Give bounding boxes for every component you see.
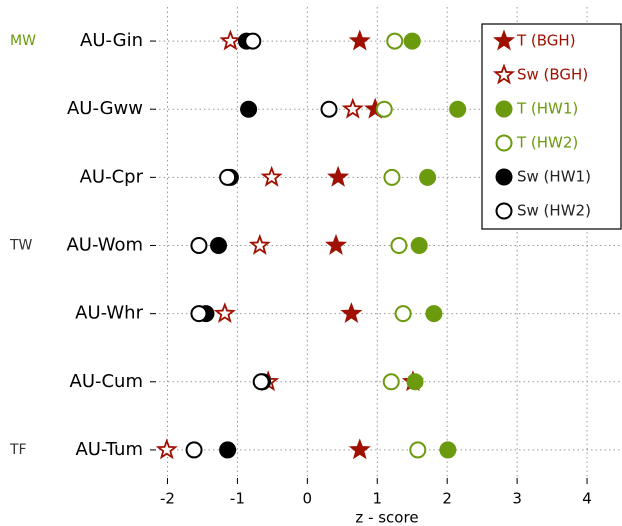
y-tick-label: AU-Gww xyxy=(67,98,143,119)
legend-label: T (HW1) xyxy=(516,100,578,118)
group-label: TF xyxy=(9,442,27,458)
circle-marker xyxy=(495,134,513,152)
circle-marker xyxy=(252,373,270,391)
star-marker xyxy=(219,29,242,51)
circle-marker xyxy=(240,100,258,118)
x-tick-label: -2 xyxy=(160,490,175,508)
circle-marker xyxy=(244,32,262,50)
circle-marker xyxy=(419,168,437,186)
circle-marker xyxy=(386,32,404,50)
circle-marker xyxy=(383,168,401,186)
y-tick-label: AU-Tum xyxy=(75,439,143,460)
star-marker xyxy=(492,63,516,85)
star-marker xyxy=(327,165,350,187)
x-tick-label: 3 xyxy=(512,490,522,508)
circle-marker xyxy=(406,373,424,391)
circle-marker xyxy=(185,441,203,459)
star-marker xyxy=(348,438,371,460)
legend-box xyxy=(481,23,622,230)
circle-marker xyxy=(210,237,228,254)
circle-marker xyxy=(403,32,421,50)
x-axis-label: z - score xyxy=(355,509,418,526)
circle-marker xyxy=(219,168,237,186)
legend-label: Sw (BGH) xyxy=(517,66,588,84)
circle-marker xyxy=(425,305,443,323)
star-marker xyxy=(248,233,271,255)
star-marker xyxy=(324,233,348,255)
legend-label: Sw (HW2) xyxy=(517,202,591,220)
legend-label: T (BGH) xyxy=(516,32,576,50)
circle-marker xyxy=(410,237,428,254)
group-label: MW xyxy=(10,33,36,49)
group-label: TW xyxy=(9,238,33,254)
y-tick-label: AU-Wom xyxy=(66,235,143,256)
x-tick-label: 4 xyxy=(582,490,592,508)
star-marker xyxy=(348,29,371,51)
x-tick-label: 1 xyxy=(372,490,382,508)
star-marker xyxy=(341,97,364,119)
circle-marker xyxy=(495,202,513,220)
circle-marker xyxy=(439,441,457,459)
star-marker xyxy=(155,438,178,460)
circle-marker xyxy=(394,305,412,323)
circle-marker xyxy=(495,100,513,118)
star-marker xyxy=(492,29,516,51)
star-marker xyxy=(340,302,363,324)
circle-marker xyxy=(375,100,393,118)
circle-marker xyxy=(390,237,408,254)
circle-marker xyxy=(449,100,467,118)
circle-marker xyxy=(219,441,237,459)
star-marker xyxy=(260,165,283,187)
circle-marker xyxy=(382,373,400,391)
circle-marker xyxy=(495,168,513,186)
y-tick-label: AU-Cum xyxy=(70,371,144,392)
x-tick-label: 2 xyxy=(442,490,452,508)
legend-label: Sw (HW1) xyxy=(517,168,591,186)
x-tick-label: 0 xyxy=(303,490,313,508)
y-tick-label: AU-Cpr xyxy=(80,166,144,187)
circle-marker xyxy=(190,237,208,254)
star-marker xyxy=(213,302,236,324)
x-tick-label: -1 xyxy=(230,490,245,508)
legend-label: T (HW2) xyxy=(516,134,578,152)
y-tick-label: AU-Gin xyxy=(80,30,143,51)
y-tick-label: AU-Whr xyxy=(75,303,143,324)
circle-marker xyxy=(190,305,208,323)
circle-marker xyxy=(409,441,427,459)
circle-marker xyxy=(320,100,338,118)
